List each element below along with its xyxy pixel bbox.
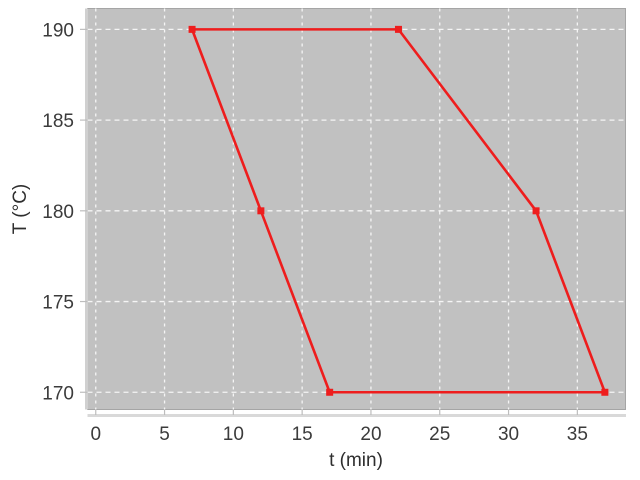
data-point-marker — [326, 388, 334, 396]
x-axis-tick-labels: 0 5 10 15 20 25 30 35 — [90, 424, 587, 445]
data-point-marker — [257, 207, 265, 215]
x-tick-label: 5 — [159, 424, 170, 445]
x-tick-label: 30 — [498, 424, 519, 445]
y-tick-label: 170 — [42, 383, 74, 404]
data-point-marker — [394, 25, 402, 33]
x-axis-title: t (min) — [329, 450, 383, 471]
y-tick-label: 175 — [42, 293, 74, 314]
y-tick-label: 190 — [42, 20, 74, 41]
series-markers — [188, 25, 609, 396]
x-tick-label: 20 — [360, 424, 381, 445]
x-tick-label: 10 — [223, 424, 244, 445]
x-tick-label: 25 — [429, 424, 450, 445]
x-axis-ticks — [95, 410, 578, 415]
x-tick-label: 35 — [567, 424, 588, 445]
x-tick-label: 0 — [90, 424, 101, 445]
y-axis-ticks — [80, 28, 87, 393]
y-axis-tick-labels: 170 175 180 185 190 — [42, 20, 74, 404]
y-axis-title: T (°C) — [10, 184, 31, 235]
y-tick-label: 185 — [42, 111, 74, 132]
y-tick-label: 180 — [42, 202, 74, 223]
plot-background — [87, 8, 626, 410]
axis-spines — [85, 8, 626, 417]
plot-area — [87, 8, 626, 410]
data-point-marker — [601, 388, 609, 396]
data-point-marker — [532, 207, 540, 215]
data-point-marker — [188, 25, 196, 33]
x-tick-label: 15 — [292, 424, 313, 445]
